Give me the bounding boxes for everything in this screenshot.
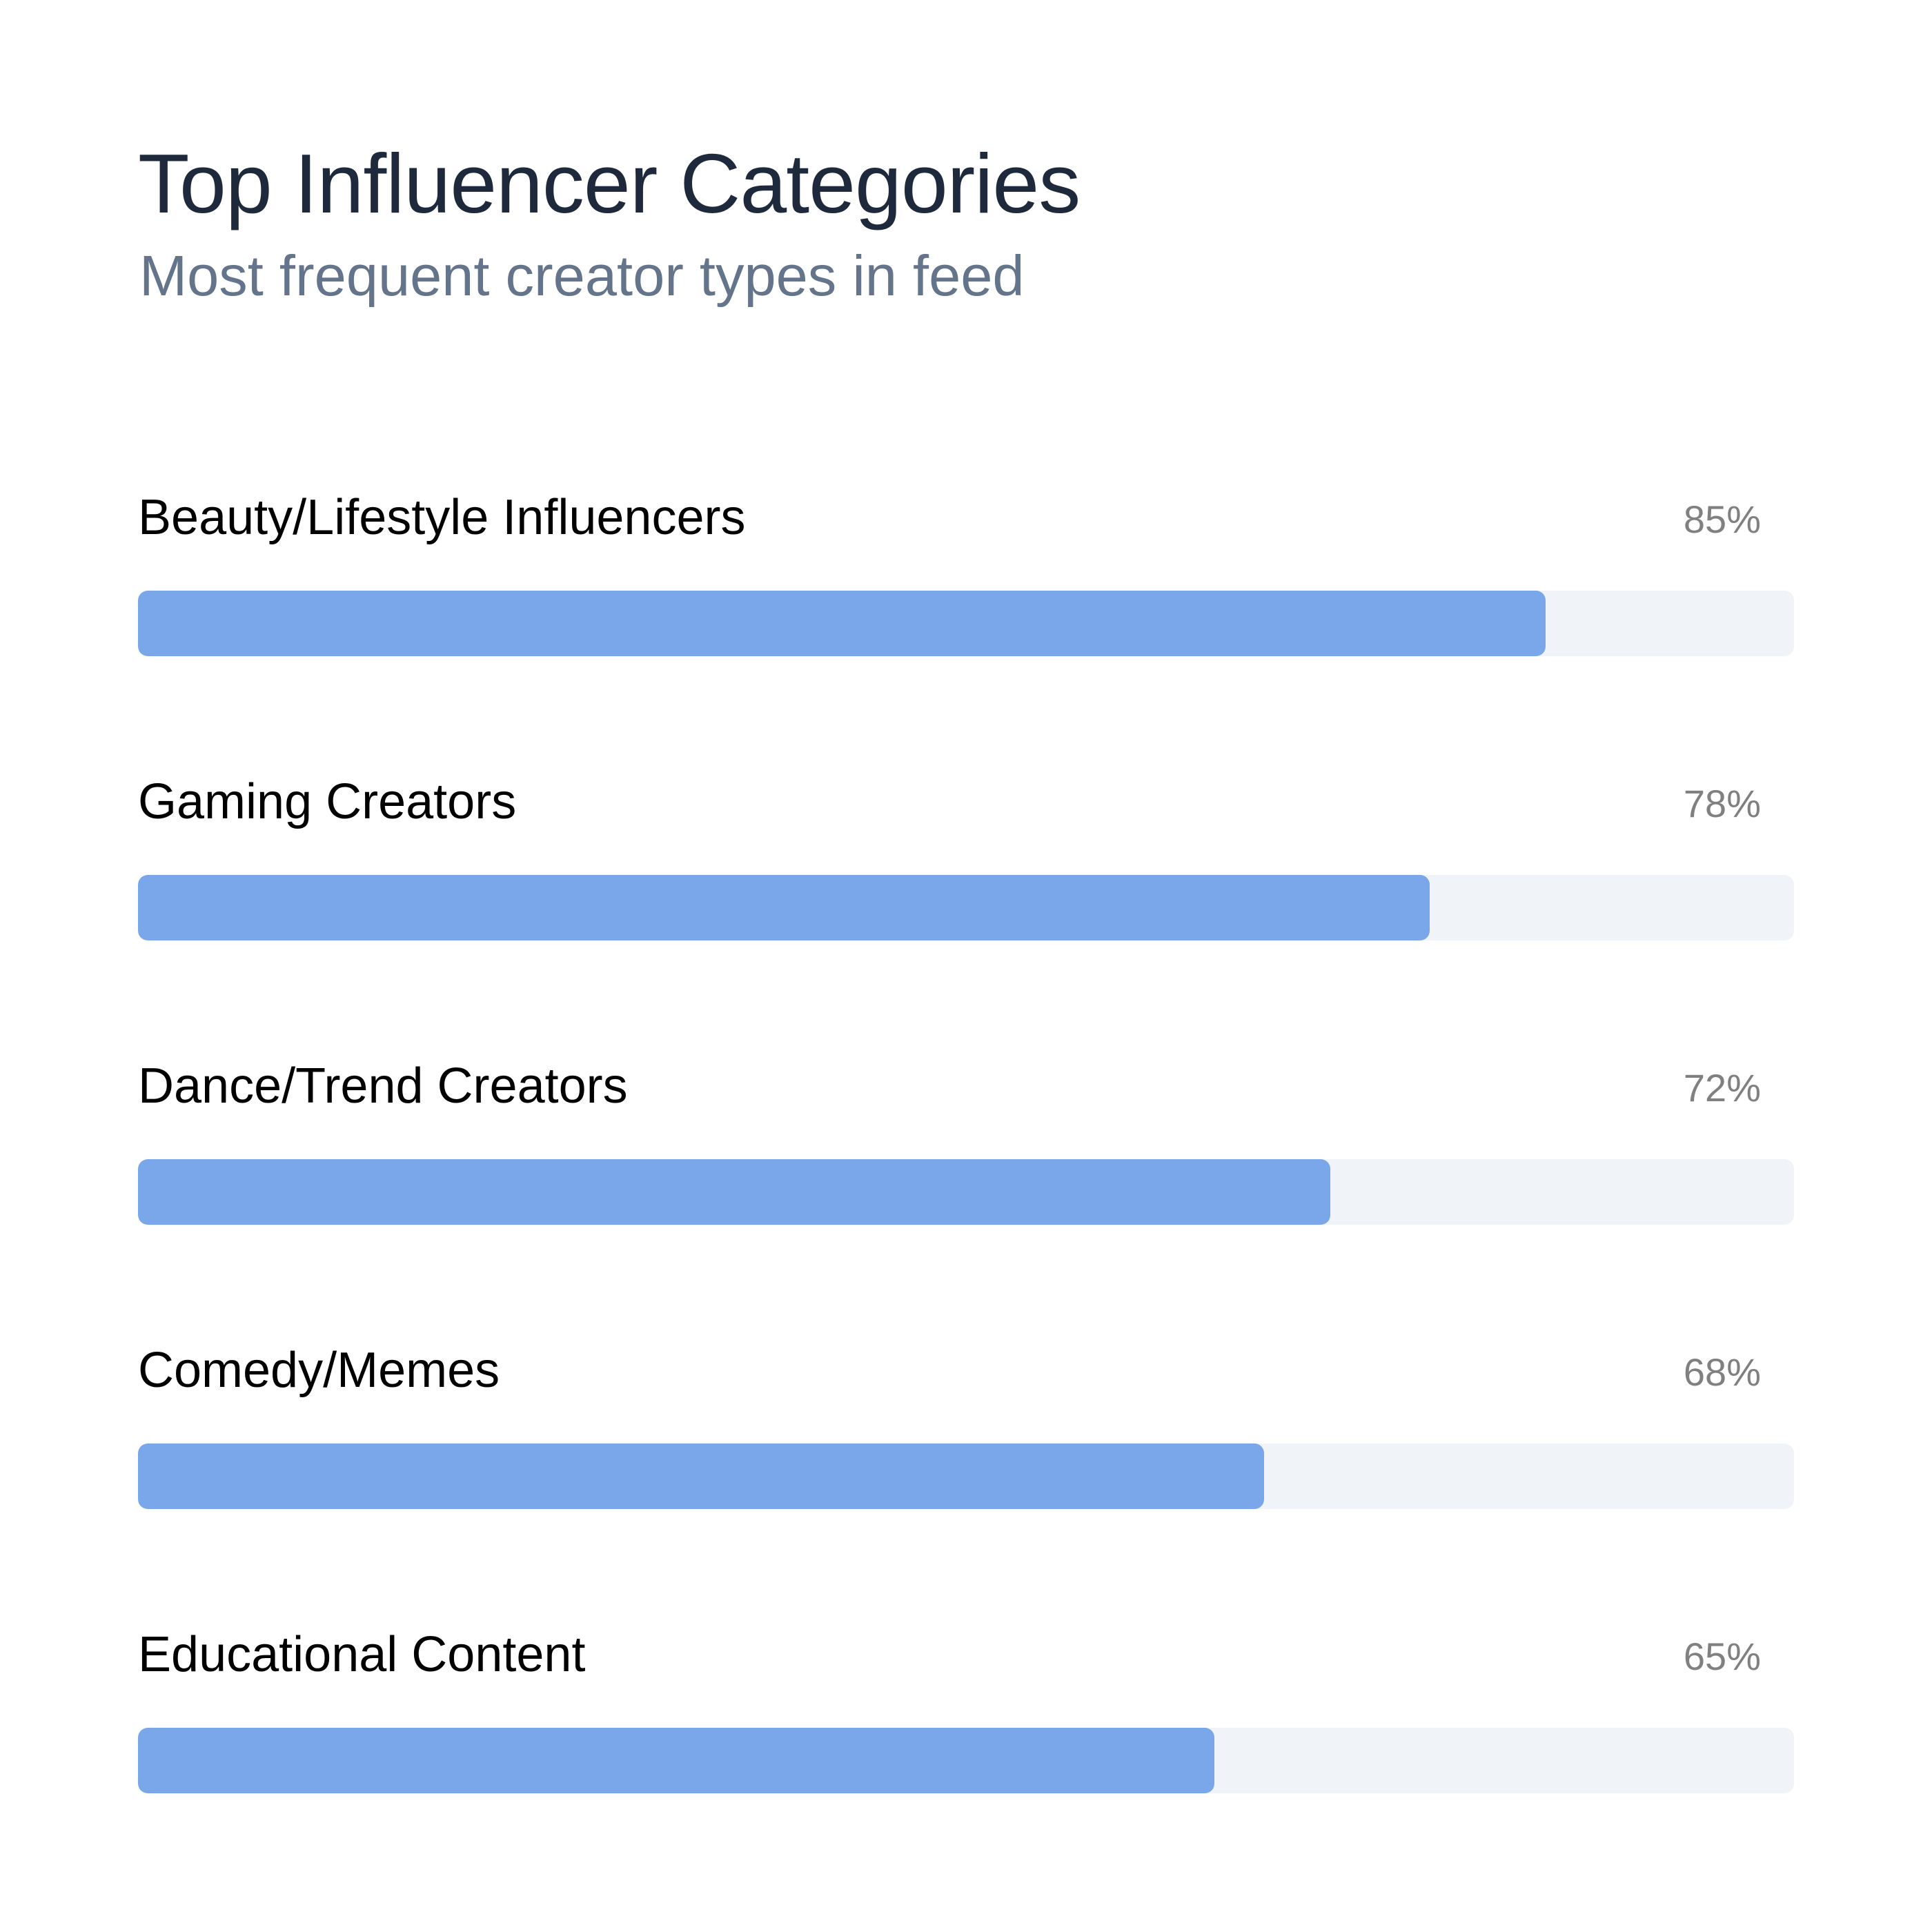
bar-fill [138, 591, 1546, 656]
bar-row: Beauty/Lifestyle Influencers 85% [138, 476, 1794, 760]
bar-fill [138, 1728, 1214, 1793]
bar-track [138, 1443, 1794, 1509]
bar-track [138, 875, 1794, 940]
bar-track [138, 591, 1794, 656]
chart-title: Top Influencer Categories [138, 137, 1081, 230]
bar-value-label: 78% [1683, 782, 1761, 825]
bar-label: Dance/Trend Creators [138, 1058, 628, 1114]
bar-fill [138, 1443, 1264, 1509]
bar-value-label: 68% [1683, 1350, 1761, 1394]
bar-row: Gaming Creators 78% [138, 760, 1794, 1045]
bar-list: Beauty/Lifestyle Influencers 85% Gaming … [138, 476, 1794, 1897]
bar-value-label: 85% [1683, 497, 1761, 541]
bar-value-label: 65% [1683, 1635, 1761, 1678]
bar-track [138, 1159, 1794, 1225]
bar-fill [138, 875, 1430, 940]
chart-subtitle: Most frequent creator types in feed [139, 244, 1025, 308]
bar-label: Educational Content [138, 1627, 586, 1682]
bar-label: Beauty/Lifestyle Influencers [138, 490, 746, 545]
bar-label: Comedy/Memes [138, 1343, 500, 1398]
bar-row: Comedy/Memes 68% [138, 1329, 1794, 1613]
bar-row: Educational Content 65% [138, 1613, 1794, 1897]
bar-label: Gaming Creators [138, 774, 517, 829]
bar-row: Dance/Trend Creators 72% [138, 1045, 1794, 1329]
bar-value-label: 72% [1683, 1066, 1761, 1110]
bar-track [138, 1728, 1794, 1793]
bar-fill [138, 1159, 1330, 1225]
